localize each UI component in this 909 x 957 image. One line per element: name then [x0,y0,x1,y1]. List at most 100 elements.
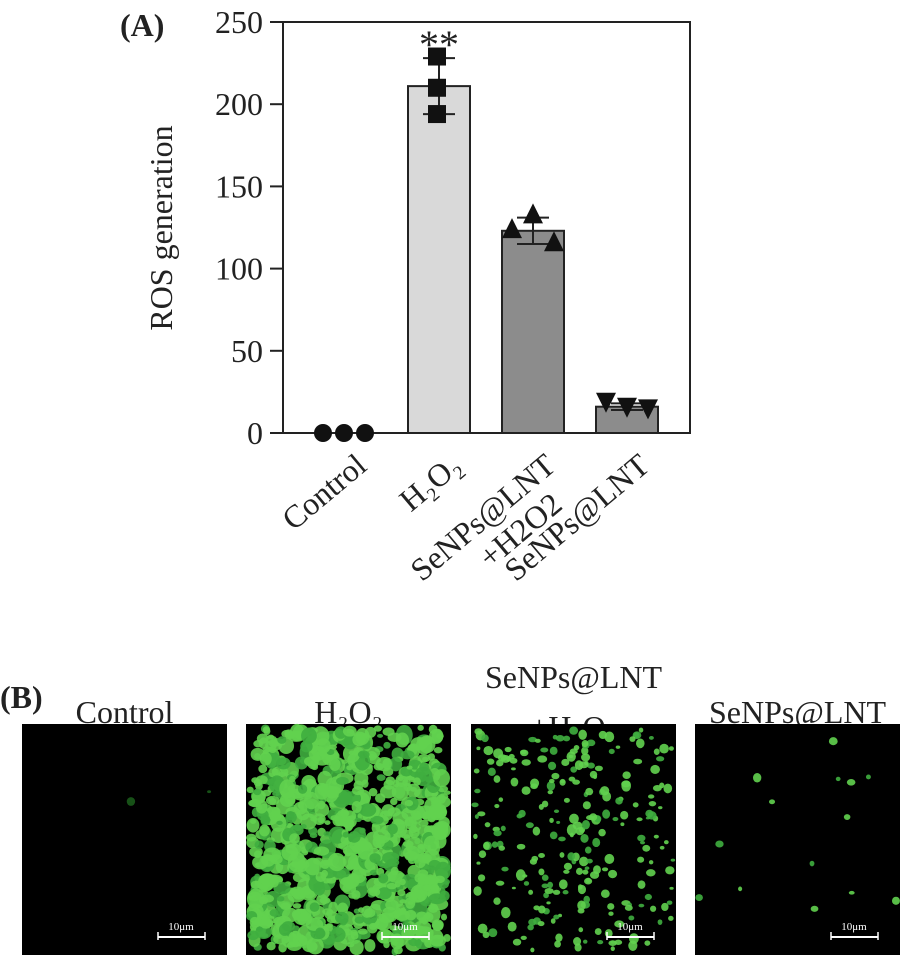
cell [577,884,583,890]
data-point [523,203,543,224]
cell [394,909,411,921]
cell [404,799,414,807]
cell [309,902,320,912]
data-point [544,231,564,252]
cell [394,881,401,888]
cell [433,769,450,788]
cell [537,755,548,763]
cell [633,732,640,739]
cell [304,791,319,810]
cell [369,887,381,897]
cell [584,866,590,870]
cell [569,748,578,755]
cell [258,896,269,905]
cell [608,940,618,947]
cell [486,758,495,765]
micrograph [246,723,451,956]
cell [273,933,290,945]
cell [521,786,531,795]
cell [598,828,606,837]
cell [658,806,663,810]
cell [336,776,349,785]
cell [547,790,554,795]
cell [303,756,319,767]
cell [259,824,270,837]
cell [368,922,378,930]
cell [483,842,490,850]
x-tick-label-line: H₂O₂ [392,446,468,518]
scale-bar-label: 10μm [617,921,643,933]
cell [537,921,545,927]
cell [659,782,665,789]
data-point [335,424,353,442]
cell [633,758,643,765]
cell [437,785,449,793]
cell [247,891,262,901]
cell [473,768,480,774]
cell [364,939,376,952]
cell [367,753,376,759]
cell [417,724,424,731]
cell [548,761,557,771]
cell [477,811,486,817]
cell [320,860,330,869]
cell [335,911,349,924]
cell [541,874,549,881]
cell [326,788,338,799]
cell [267,734,275,740]
cell [663,783,673,794]
cell [516,843,526,850]
cell [494,803,500,809]
cell [397,889,406,897]
cell [319,784,329,795]
cell [555,735,565,742]
cell [258,918,274,929]
cell [342,744,361,763]
cell [474,728,483,735]
cell [269,909,279,917]
cell [540,747,549,753]
cell [432,920,444,932]
cell [351,801,362,814]
cell [351,867,367,884]
cell [246,786,254,794]
y-tick-label: 0 [247,415,263,451]
cell [433,746,443,754]
cell [342,725,357,737]
cell [538,868,545,876]
cell [348,831,361,843]
cell [404,817,414,827]
cell [622,771,631,780]
cell [393,945,403,955]
cell [439,890,450,902]
cell [642,844,651,852]
cell [359,827,366,834]
cell [569,726,579,735]
cell [515,869,526,881]
data-point [428,105,446,124]
cell [376,774,386,782]
cell [769,799,776,805]
cell [597,939,604,945]
cell [584,846,592,854]
cell [610,946,615,952]
cell [301,727,317,744]
cell [523,881,530,886]
cell [647,794,655,799]
cell [254,850,262,858]
cell [444,790,451,795]
cell [581,746,589,756]
cell [381,906,398,923]
cell [615,797,623,805]
cell [621,780,631,788]
cell [608,748,615,755]
data-point [428,78,446,97]
cell [577,900,586,911]
cell [126,797,136,806]
y-tick-label: 150 [215,168,263,204]
cell [551,772,560,780]
cell [289,824,304,836]
cell [207,790,212,794]
cell [382,851,400,864]
